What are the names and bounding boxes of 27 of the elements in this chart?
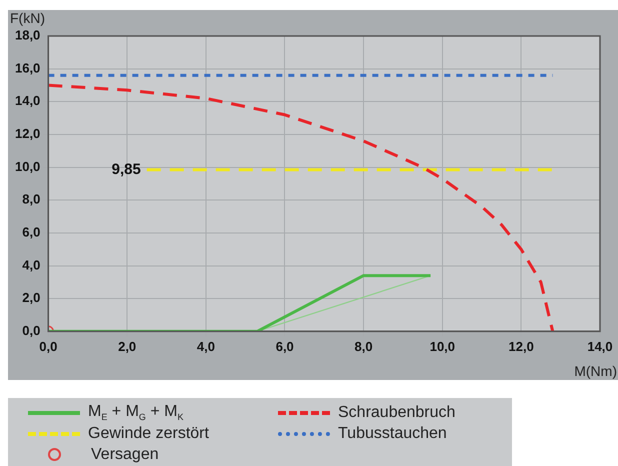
legend-label: Gewinde zerstört (88, 424, 209, 442)
x-axis-title: M(Nm) (574, 362, 617, 379)
y-tick-label: 8,0 (22, 192, 40, 207)
legend-label: Schraubenbruch (338, 404, 456, 422)
y-tick-label: 6,0 (22, 224, 40, 240)
y-tick-label: 4,0 (22, 257, 40, 272)
y-tick-label: 10,0 (14, 158, 40, 174)
y-tick-label: 12,0 (14, 126, 40, 142)
x-tick-label: 8,0 (354, 338, 373, 354)
y-tick-label: 14,0 (14, 93, 40, 108)
legend-label: M$_{E}$ + M$_{G}$ + M$_{K}$ (88, 402, 184, 422)
x-tick-label: 0,0 (39, 338, 58, 354)
legend-label: Tubusstauchen (338, 424, 447, 442)
line-series (48, 84, 554, 332)
y-tick-label: 16,0 (14, 60, 40, 76)
x-tick-label: 12,0 (508, 338, 534, 354)
y-tick-label: 2,0 (22, 290, 40, 306)
x-tick-label: 6,0 (276, 338, 294, 354)
annotation: 9,85 (112, 160, 141, 178)
x-tick-label: 10,0 (430, 338, 456, 354)
x-tick-label: 2,0 (118, 338, 136, 354)
y-axis-title: F(kN) (10, 10, 45, 26)
y-tick-label: 0,0 (22, 322, 40, 338)
x-tick-label: 4,0 (196, 338, 215, 354)
x-tick-label: 14,0 (587, 338, 613, 354)
y-tick-label: 18,0 (14, 28, 40, 43)
legend-label: Versagen (91, 446, 159, 464)
